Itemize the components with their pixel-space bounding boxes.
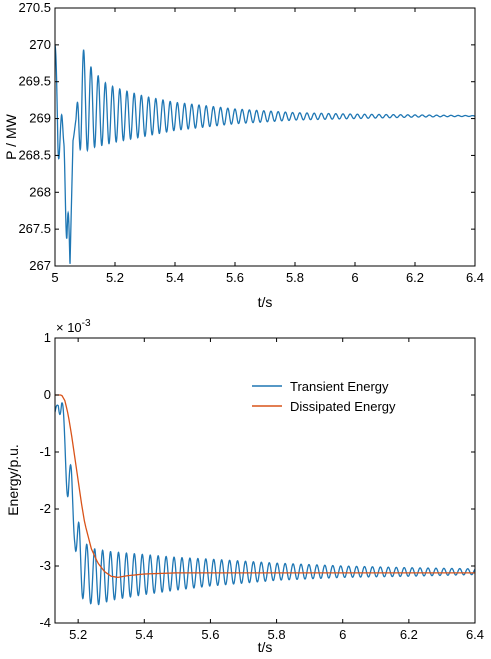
x-tick-label: 6.4 [466, 270, 484, 285]
x-tick-label: 5.2 [69, 627, 87, 642]
power-series-line [55, 44, 475, 264]
x-tick-label: 5.8 [286, 270, 304, 285]
y-tick-label: 268 [29, 184, 51, 199]
y-tick-label: 267 [29, 258, 51, 273]
y-tick-label: 270 [29, 37, 51, 52]
energy-exponent-base: × 10 [56, 320, 82, 335]
x-tick-label: 5.2 [106, 270, 124, 285]
energy-plot-frame [54, 337, 476, 624]
legend: Transient Energy Dissipated Energy [252, 379, 396, 414]
y-tick-label: -3 [39, 558, 51, 573]
y-tick-label: -2 [39, 501, 51, 516]
x-tick-label: 5.4 [166, 270, 184, 285]
energy-x-ticks: 5.2 5.4 5.6 5.8 6 6.2 6.4 [69, 338, 484, 642]
x-tick-label: 6.2 [400, 627, 418, 642]
y-tick-label: -1 [39, 444, 51, 459]
x-tick-label: 6 [351, 270, 358, 285]
legend-label-transient: Transient Energy [290, 379, 389, 394]
y-tick-label: 0 [44, 387, 51, 402]
y-tick-label: 1 [44, 330, 51, 345]
energy-plot-area [55, 394, 475, 606]
y-tick-label: 268.5 [18, 147, 51, 162]
energy-y-axis-label: Energy/p.u. [5, 444, 21, 516]
energy-y-ticks: -4 -3 -2 -1 0 1 [39, 330, 475, 630]
y-tick-label: 269 [29, 111, 51, 126]
x-tick-label: 6 [339, 627, 346, 642]
power-y-axis-label: P / MW [3, 113, 19, 159]
power-x-ticks: 5 5.2 5.4 5.6 5.8 6 6.2 6.4 [51, 8, 484, 285]
power-plot-area [55, 44, 475, 264]
power-chart: 5 5.2 5.4 5.6 5.8 6 6.2 6.4 267 267.5 268 268.5 269… [3, 0, 484, 310]
x-tick-label: 5.6 [226, 270, 244, 285]
x-tick-label: 5.4 [135, 627, 153, 642]
transient-energy-series-line [55, 402, 475, 606]
dissipated-energy-series-line [55, 394, 475, 579]
energy-exponent-power: -3 [82, 318, 91, 329]
x-tick-label: 5 [51, 270, 58, 285]
y-tick-label: 270.5 [18, 0, 51, 15]
y-tick-label: 269.5 [18, 74, 51, 89]
y-tick-label: 267.5 [18, 221, 51, 236]
power-plot-frame [54, 7, 476, 267]
x-tick-label: 6.2 [406, 270, 424, 285]
power-y-ticks: 267 267.5 268 268.5 269 269.5 270 270.5 [18, 0, 475, 273]
energy-exponent-label: × 10-3 [56, 318, 91, 335]
energy-chart: 5.2 5.4 5.6 5.8 6 6.2 6.4 -4-3-2-101 × 10-3 t/… [5, 318, 484, 655]
y-tick-label: -4 [39, 615, 51, 630]
x-tick-label: 6.4 [466, 627, 484, 642]
power-x-axis-label: t/s [258, 294, 273, 310]
x-tick-label: 5.6 [201, 627, 219, 642]
energy-x-axis-label: t/s [258, 639, 273, 655]
x-tick-label: 5.8 [268, 627, 286, 642]
legend-label-dissipated: Dissipated Energy [290, 399, 396, 414]
